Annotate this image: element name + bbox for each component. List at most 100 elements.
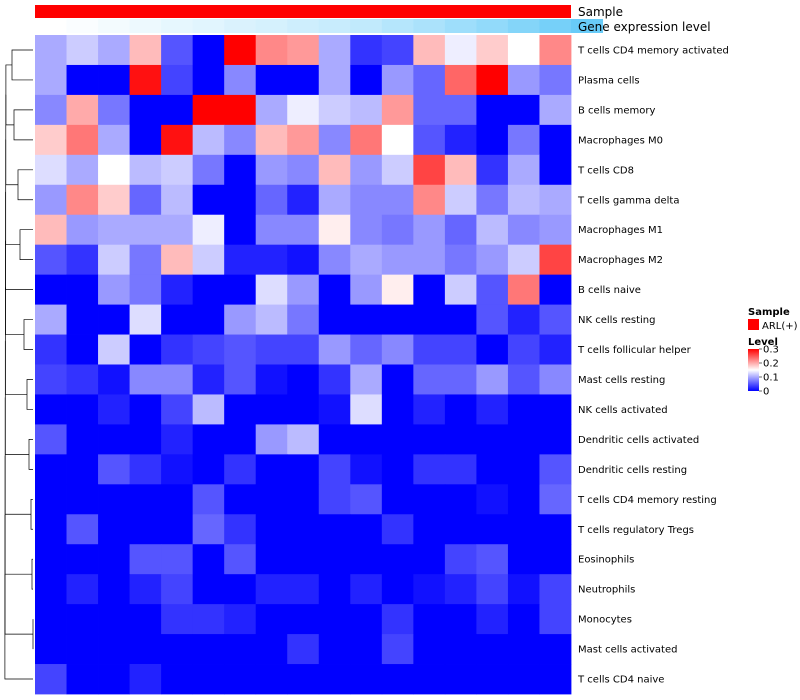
row-label: T cells gamma delta (577, 195, 679, 206)
dendrogram-branch (5, 240, 24, 335)
row-label: B cells memory (578, 105, 655, 116)
heatmap-cell (444, 664, 477, 695)
heatmap-cell (161, 64, 194, 96)
heatmap-cell (129, 244, 162, 276)
heatmap-cell (444, 514, 477, 545)
heatmap-cell (287, 364, 320, 395)
heatmap-cell (224, 664, 257, 695)
heatmap-cell (129, 94, 162, 126)
heatmap-cell (507, 35, 540, 66)
row-dendrogram (4, 49, 34, 680)
heatmap-cell (129, 364, 162, 395)
heatmap-cell (35, 574, 67, 605)
heatmap-cell (413, 64, 446, 96)
row-label: Dendritic cells activated (578, 435, 699, 446)
row-label: NK cells activated (578, 405, 668, 416)
heatmap-cell (507, 484, 540, 515)
heatmap-cell (539, 574, 572, 605)
heatmap-cell (192, 364, 225, 395)
heatmap-cell (161, 184, 194, 216)
heatmap-cell (539, 664, 572, 695)
heatmap-cell (381, 334, 414, 365)
heatmap-cell (476, 394, 509, 425)
heatmap-cell (476, 334, 509, 365)
heatmap-cell (287, 64, 320, 96)
heatmap-cell (318, 64, 351, 96)
heatmap-cell (161, 124, 194, 156)
heatmap-cell (539, 124, 572, 156)
heatmap-cell (507, 604, 540, 635)
heatmap-cell (192, 94, 225, 126)
heatmap-cell (192, 604, 225, 635)
annotation-gene-cell (224, 19, 257, 33)
heatmap-cell (381, 244, 414, 276)
heatmap-cell (318, 184, 351, 216)
heatmap-cell (507, 124, 540, 156)
heatmap-cell (507, 364, 540, 395)
heatmap-cell (98, 664, 130, 695)
heatmap-cell (318, 214, 351, 246)
heatmap-cell (350, 334, 383, 365)
heatmap-cell (381, 94, 414, 126)
heatmap-cell (381, 634, 414, 665)
heatmap-cell (192, 664, 225, 695)
heatmap-cell (255, 214, 288, 246)
heatmap-cell (161, 94, 194, 126)
heatmap-cell (255, 574, 288, 605)
heatmap-cell (287, 274, 320, 305)
heatmap-cell (224, 334, 257, 365)
heatmap-cell (35, 214, 67, 246)
legend-tick-label: 0 (763, 387, 769, 398)
heatmap-cell (507, 244, 540, 276)
heatmap-cell (66, 634, 99, 665)
heatmap-cell (413, 304, 446, 335)
row-label: Mast cells resting (578, 375, 665, 386)
heatmap-cell (35, 154, 67, 186)
heatmap-cell (66, 394, 99, 425)
heatmap-cell (318, 514, 351, 545)
legend-sample-title: Sample (748, 307, 790, 318)
heatmap-cell (381, 364, 414, 395)
heatmap-cell (98, 154, 130, 186)
heatmap-cell (413, 664, 446, 695)
dendrogram-branch (4, 340, 29, 455)
heatmap-cell (35, 334, 67, 365)
legend-level-ticks: 0.3 0.2 0.1 0 (759, 345, 779, 398)
heatmap-cell (192, 184, 225, 216)
heatmap-cell (192, 514, 225, 545)
heatmap-cell (255, 304, 288, 335)
heatmap-cell (381, 574, 414, 605)
heatmap-cell (476, 454, 509, 485)
heatmap-cell (381, 274, 414, 305)
heatmap-cell (444, 634, 477, 665)
heatmap-cell (35, 514, 67, 545)
heatmap-cell (539, 184, 572, 216)
heatmap-cell (539, 364, 572, 395)
heatmap-cell (161, 514, 194, 545)
annotation-sample-bar (35, 5, 571, 18)
heatmap-cell (66, 184, 99, 216)
row-label: T cells follicular helper (577, 345, 692, 356)
heatmap-cell (161, 484, 194, 515)
heatmap-cell (192, 274, 225, 305)
heatmap-cell (507, 64, 540, 96)
heatmap-cell (287, 214, 320, 246)
heatmap-cell (444, 244, 477, 276)
heatmap-cell (539, 394, 572, 425)
annotation-gene-cell (318, 19, 351, 33)
heatmap-cell (318, 604, 351, 635)
heatmap-cell (66, 334, 99, 365)
heatmap-cell (224, 424, 257, 455)
heatmap-cell (381, 544, 414, 575)
heatmap-cell (255, 544, 288, 575)
heatmap-cell (507, 334, 540, 365)
heatmap-cell (476, 64, 509, 96)
heatmap-cell (476, 94, 509, 126)
heatmap-cell (287, 394, 320, 425)
heatmap-cell (287, 244, 320, 276)
dendrogram-branch (11, 49, 33, 81)
heatmap-cell (255, 154, 288, 186)
heatmap-cell (98, 274, 130, 305)
heatmap-cell (66, 544, 99, 575)
